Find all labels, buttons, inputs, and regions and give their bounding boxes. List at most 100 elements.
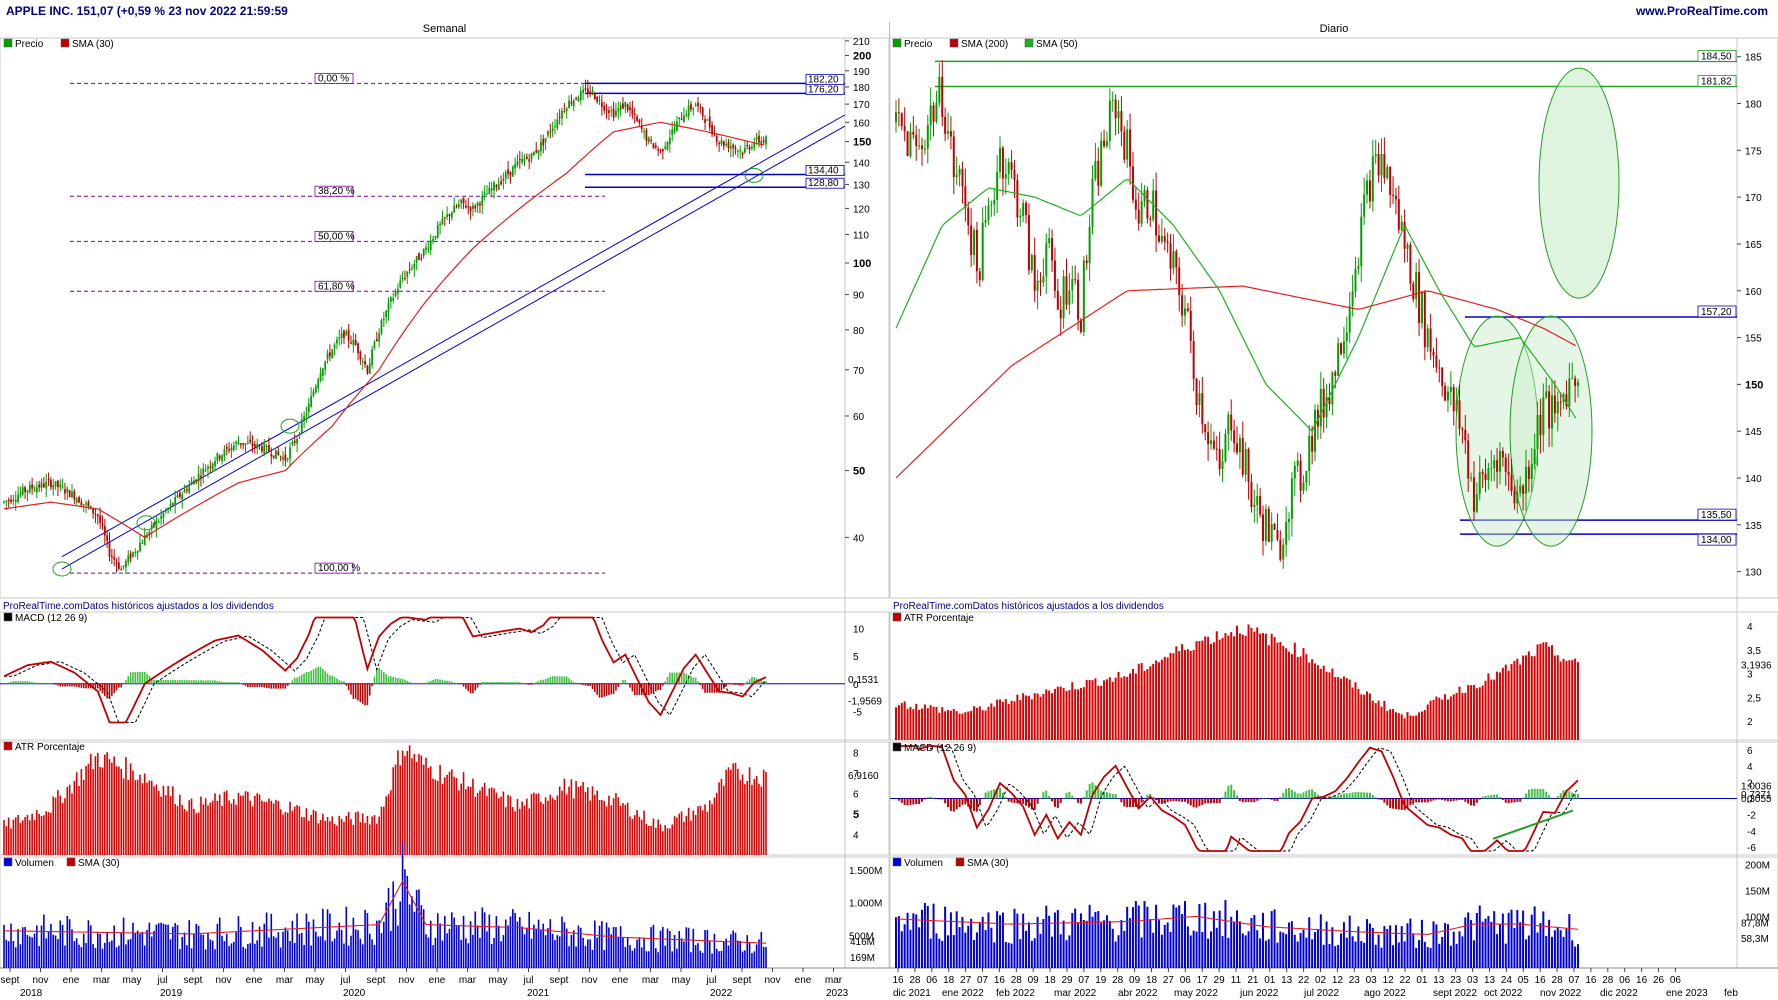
weekly-atr-bar xyxy=(500,796,502,855)
weekly-candle-body xyxy=(340,333,343,339)
daily-volume-bar xyxy=(1533,906,1536,968)
weekly-macd-tick-10: 10 xyxy=(853,625,865,636)
weekly-macd-hist xyxy=(521,682,523,684)
daily-candle-body xyxy=(1088,226,1091,264)
daily-candle-body xyxy=(978,271,981,281)
daily-candle-body xyxy=(981,222,984,281)
weekly-atr-bar xyxy=(204,798,207,855)
weekly-volume-bar xyxy=(57,939,59,968)
weekly-candle-body xyxy=(633,113,636,115)
daily-volume-bar xyxy=(1449,945,1452,968)
weekly-volume-bar xyxy=(211,940,214,968)
weekly-macd-hist xyxy=(66,683,69,687)
weekly-macd-hist xyxy=(551,676,554,684)
daily-volume-bar xyxy=(1548,919,1551,968)
daily-x-tick-21: 21 xyxy=(1247,975,1259,986)
weekly-candle-body xyxy=(753,142,756,148)
weekly-atr-bar xyxy=(19,822,22,855)
weekly-atr-bar xyxy=(514,811,516,855)
weekly-candle-body xyxy=(352,339,355,346)
daily-candle-body xyxy=(1325,397,1328,418)
weekly-candle-body xyxy=(518,159,521,161)
weekly-x-tick-3: mar xyxy=(93,975,111,986)
daily-volume-bar xyxy=(1244,935,1247,968)
daily-macd-hist xyxy=(1545,791,1548,799)
daily-atr-tick-3: 3 xyxy=(1747,670,1753,681)
weekly-volume-bar xyxy=(195,923,198,968)
weekly-volume-bar xyxy=(235,931,237,968)
daily-macd-hist xyxy=(1449,798,1452,802)
daily-volume-bar xyxy=(1068,935,1071,968)
weekly-candle-body xyxy=(134,551,137,553)
daily-volume-bar xyxy=(1374,944,1377,968)
daily-macd-hist xyxy=(1516,798,1519,802)
weekly-macd-hist xyxy=(26,681,29,684)
daily-volume-bar xyxy=(999,915,1002,968)
daily-x-tick-42: 28 xyxy=(1602,975,1614,986)
weekly-volume-bar xyxy=(289,941,291,968)
weekly-atr-bar xyxy=(683,821,685,855)
daily-atr-bar xyxy=(970,710,973,740)
weekly-macd-hist xyxy=(413,682,416,684)
weekly-candle-body xyxy=(216,453,219,461)
weekly-macd-tick--5: -5 xyxy=(853,707,862,718)
daily-macd-hist xyxy=(1074,798,1077,800)
weekly-atr-bar xyxy=(256,793,259,855)
daily-atr-bar xyxy=(1059,686,1062,740)
weekly-volume-bar xyxy=(652,924,655,968)
site-link[interactable]: www.ProRealTime.com xyxy=(1635,4,1768,18)
weekly-atr-bar xyxy=(61,802,64,855)
weekly-y-tick-70: 70 xyxy=(853,366,865,377)
daily-macd-hist xyxy=(1010,798,1013,803)
weekly-atr-bar xyxy=(392,767,395,855)
weekly-macd-hist xyxy=(357,683,359,701)
daily-atr-legend-label-0: ATR Porcentaje xyxy=(904,613,974,624)
weekly-atr-bar xyxy=(319,820,322,855)
daily-candle-body xyxy=(1438,367,1441,369)
weekly-volume-bar xyxy=(647,951,650,968)
daily-candle-body xyxy=(1053,260,1056,291)
weekly-macd-hist xyxy=(139,671,141,684)
weekly-volume-bar xyxy=(453,917,455,968)
weekly-volume-bar xyxy=(94,948,97,968)
weekly-atr-bar xyxy=(690,820,692,855)
daily-volume-bar xyxy=(1056,909,1059,968)
daily-volume-bar xyxy=(915,914,918,968)
weekly-macd-hist xyxy=(701,683,704,689)
weekly-atr-bar xyxy=(312,809,315,855)
weekly-macd-hist xyxy=(33,682,36,684)
daily-volume-bar xyxy=(1432,921,1435,968)
weekly-atr-bar xyxy=(687,807,690,855)
weekly-volume-bar xyxy=(692,928,695,968)
daily-volume-bar xyxy=(1545,935,1548,968)
daily-candle-body xyxy=(1345,332,1348,342)
weekly-candle-body xyxy=(741,152,744,155)
weekly-volume-bar xyxy=(183,932,186,968)
daily-atr-bar xyxy=(1452,694,1455,740)
daily-candle-body xyxy=(999,147,1002,172)
daily-volume-bar xyxy=(1120,920,1123,968)
weekly-atr-bar xyxy=(209,802,212,855)
weekly-candle-body xyxy=(666,142,669,150)
daily-atr-bar xyxy=(1403,718,1406,740)
weekly-candle-body xyxy=(579,91,582,101)
daily-macd-hist xyxy=(1316,794,1319,799)
weekly-volume-bar xyxy=(284,927,287,968)
daily-volume-bar xyxy=(967,925,970,968)
daily-volume-bar xyxy=(923,902,926,968)
daily-macd-hist xyxy=(1077,798,1080,803)
daily-level-box-1 xyxy=(1697,75,1737,87)
daily-candle-body xyxy=(1507,471,1510,475)
daily-volume-bar xyxy=(1461,936,1464,968)
weekly-atr-bar xyxy=(289,801,291,855)
weekly-atr-bar xyxy=(261,800,263,855)
weekly-candle-body xyxy=(729,146,732,149)
daily-volume-bar xyxy=(932,903,935,968)
weekly-volume-bar xyxy=(608,927,610,968)
daily-candle-body xyxy=(1429,328,1432,352)
daily-atr-bar xyxy=(958,713,961,740)
daily-volume-bar xyxy=(1126,906,1129,968)
weekly-candle-body xyxy=(605,109,608,111)
weekly-volume-bar xyxy=(694,945,697,968)
